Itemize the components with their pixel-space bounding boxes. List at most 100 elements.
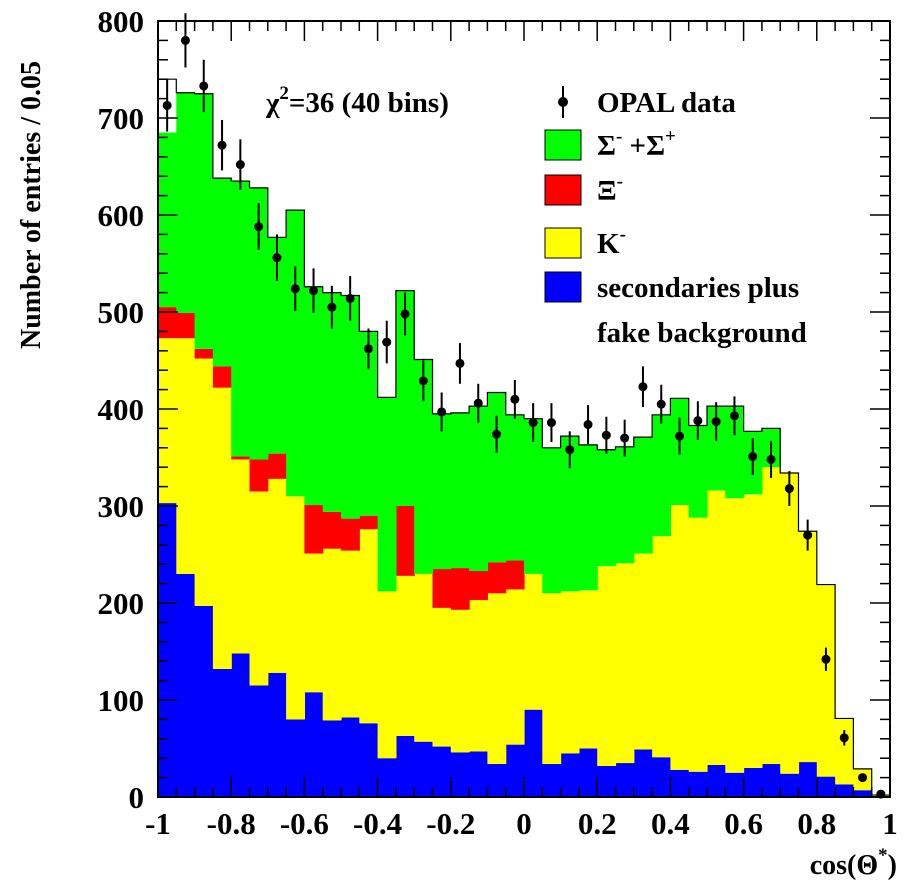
bar-series1-bin19 <box>505 589 525 745</box>
data-point-8 <box>309 286 319 296</box>
bar-series3-bin11 <box>359 331 379 516</box>
bar-series3-bin13 <box>395 290 415 506</box>
bar-series0-bin27 <box>652 757 671 797</box>
legend-marker-point <box>558 97 568 107</box>
bar-series0-bin35 <box>798 762 818 797</box>
bar-series0-bin12 <box>377 758 397 797</box>
bar-series0-bin15 <box>432 746 452 797</box>
bar-series1-bin17 <box>469 600 488 752</box>
bar-series1-bin22 <box>560 591 580 754</box>
x-tick-label-8: 0.6 <box>724 806 763 841</box>
envelope-line <box>157 78 891 797</box>
bar-series3-bin25 <box>615 446 635 564</box>
data-point-18 <box>492 429 502 439</box>
bar-series0-bin36 <box>816 776 836 797</box>
bar-series0-bin30 <box>707 764 726 797</box>
bar-series0-bin14 <box>414 741 434 797</box>
data-point-37 <box>839 733 849 743</box>
bar-series0-bin18 <box>487 764 507 797</box>
bar-series0-bin28 <box>670 769 690 797</box>
bar-series0-bin19 <box>505 744 525 797</box>
chi2-annotation: χ2=36 (40 bins) <box>265 83 449 119</box>
bar-series3-bin24 <box>597 449 617 567</box>
bar-series1-bin31 <box>725 498 745 773</box>
bar-series3-bin7 <box>286 210 305 497</box>
bar-series3-bin14 <box>414 359 434 574</box>
data-point-32 <box>748 452 758 462</box>
bar-series3-bin26 <box>633 437 653 554</box>
bar-series0-bin23 <box>578 748 598 797</box>
bar-series1-bin23 <box>578 590 598 749</box>
data-point-10 <box>345 293 355 303</box>
bar-series3-bin3 <box>212 178 232 367</box>
bar-series1-bin4 <box>231 459 251 654</box>
bar-series2-bin1 <box>176 312 196 339</box>
bar-series2-bin17 <box>469 570 488 601</box>
bar-series1-bin18 <box>487 593 507 765</box>
bar-series0-bin24 <box>597 765 617 797</box>
bar-series0-bin5 <box>249 685 269 797</box>
legend-item-opal-data: OPAL data <box>558 86 736 119</box>
bar-series1-bin14 <box>414 573 434 742</box>
bar-series0-bin1 <box>176 573 196 797</box>
legend-label-background-line1: secondaries plus <box>597 272 799 304</box>
bar-series3-bin15 <box>432 413 452 570</box>
bar-series3-bin1 <box>176 92 196 313</box>
legend-swatch-background <box>544 271 582 303</box>
data-point-31 <box>729 411 739 421</box>
data-point-4 <box>235 160 245 170</box>
bar-series0-bin3 <box>212 668 232 797</box>
data-point-30 <box>711 417 721 427</box>
data-point-13 <box>400 309 410 319</box>
y-tick-label-1: 100 <box>98 683 145 718</box>
bar-series1-bin27 <box>652 536 671 758</box>
bar-series0-bin26 <box>633 749 653 797</box>
bar-series1-bin1 <box>176 338 196 574</box>
y-tick-label-8: 800 <box>98 4 145 39</box>
axis-ticks <box>157 20 891 798</box>
bar-series1-bin0 <box>158 338 177 504</box>
bar-series0-bin37 <box>835 784 854 797</box>
bar-series3-bin21 <box>542 447 562 594</box>
bar-series3-bin23 <box>578 444 598 591</box>
x-axis-label-base: cos(Θ <box>810 850 878 881</box>
bar-series1-bin15 <box>432 607 452 747</box>
tick-labels: -1 -0.8 -0.6 -0.4 -0.2 0 0.2 0.4 0.6 0.8 1 0 100 200 3… <box>98 4 898 841</box>
chi2-rest: =36 (40 bins) <box>289 87 449 119</box>
bar-series3-bin5 <box>249 187 269 460</box>
y-tick-label-6: 600 <box>98 198 145 233</box>
bar-series2-bin4 <box>231 456 251 460</box>
data-point-7 <box>290 284 300 294</box>
bar-series1-bin29 <box>688 517 708 772</box>
bar-series3-bin10 <box>341 295 360 519</box>
data-point-0 <box>162 100 172 110</box>
chi2-base: χ <box>265 87 280 119</box>
bar-series3-bin17 <box>469 406 488 571</box>
data-point-29 <box>693 416 703 426</box>
data-point-23 <box>583 420 593 430</box>
legend-label-opal-data: OPAL data <box>597 87 736 119</box>
bar-series1-bin28 <box>670 505 690 770</box>
data-point-1 <box>180 35 190 45</box>
bar-series1-bin25 <box>615 563 635 764</box>
bar-series2-bin5 <box>249 459 269 492</box>
data-point-20 <box>528 418 538 428</box>
bar-series1-bin7 <box>286 496 305 720</box>
bar-series2-bin13 <box>395 506 415 576</box>
legend: OPAL data Σ- +Σ+ Ξ- K- secondaries plus … <box>544 86 807 349</box>
x-tick-label-1: -0.8 <box>207 806 256 841</box>
bar-series3-bin20 <box>524 418 543 574</box>
x-tick-label-2: -0.6 <box>280 806 329 841</box>
legend-swatch-xi <box>544 174 582 206</box>
data-point-5 <box>254 222 264 232</box>
data-point-3 <box>217 140 227 150</box>
bar-series0-bin4 <box>231 653 251 797</box>
y-tick-label-0: 0 <box>129 780 145 815</box>
bar-series2-bin11 <box>359 515 379 530</box>
bar-series2-bin15 <box>432 569 452 608</box>
bar-series0-bin33 <box>761 764 781 797</box>
bar-series1-bin30 <box>707 490 726 765</box>
data-point-25 <box>620 433 630 443</box>
bar-series2-bin18 <box>487 562 507 594</box>
